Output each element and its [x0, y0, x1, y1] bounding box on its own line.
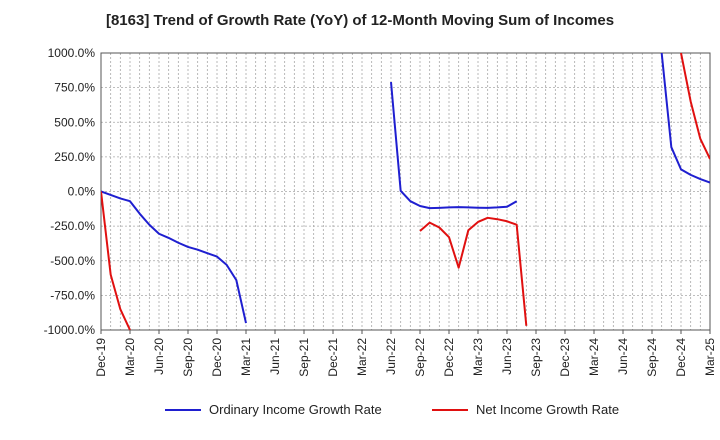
x-tick-label: Mar-21 [239, 338, 253, 376]
legend-item-net-income: Net Income Growth Rate [432, 402, 619, 417]
series-line-ordinary-income [101, 52, 710, 324]
legend-swatch-ordinary-income [165, 408, 201, 411]
y-tick-label: -1000.0% [44, 323, 96, 337]
chart-title: [8163] Trend of Growth Rate (YoY) of 12-… [105, 12, 615, 29]
x-tick-label: Jun-23 [500, 338, 514, 375]
y-tick-label: 750.0% [54, 81, 95, 95]
x-tick-label: Jun-24 [616, 338, 630, 375]
legend-label-ordinary-income: Ordinary Income Growth Rate [209, 402, 382, 417]
y-tick-label: 250.0% [54, 150, 95, 164]
y-tick-label: -750.0% [50, 288, 95, 302]
x-tick-label: Dec-23 [558, 338, 572, 377]
legend-item-ordinary-income: Ordinary Income Growth Rate [165, 402, 382, 417]
x-tick-label: Sep-23 [529, 338, 543, 377]
x-tick-label: Jun-22 [384, 338, 398, 375]
y-tick-label: 0.0% [68, 185, 96, 199]
x-tick-label: Sep-20 [181, 338, 195, 377]
legend-swatch-net-income [432, 408, 468, 411]
x-tick-label: Dec-21 [326, 338, 340, 377]
series-line-net-income [101, 52, 710, 331]
y-tick-label: 500.0% [54, 115, 95, 129]
x-tick-label: Dec-19 [94, 338, 108, 377]
tick-layer: 1000.0% 750.0% 500.0% 250.0% 0.0% -250.0% -500… [44, 46, 717, 377]
x-tick-label: Mar-20 [123, 338, 137, 376]
x-tick-label: Mar-25 [703, 338, 717, 376]
legend-label-net-income: Net Income Growth Rate [476, 402, 620, 417]
x-tick-label: Sep-24 [645, 338, 659, 377]
x-tick-label: Jun-21 [268, 338, 282, 375]
series-layer [101, 52, 710, 331]
x-tick-label: Jun-20 [152, 338, 166, 375]
y-tick-label: -500.0% [50, 254, 95, 268]
y-tick-label: -250.0% [50, 219, 95, 233]
x-tick-label: Mar-24 [587, 338, 601, 376]
x-tick-label: Sep-21 [297, 338, 311, 377]
x-tick-label: Dec-20 [210, 338, 224, 377]
y-tick-label: 1000.0% [48, 46, 96, 60]
grid-layer [101, 53, 710, 330]
x-tick-label: Dec-24 [674, 338, 688, 377]
x-tick-label: Mar-22 [355, 338, 369, 376]
x-tick-label: Sep-22 [413, 338, 427, 377]
x-tick-label: Dec-22 [442, 338, 456, 377]
x-tick-label: Mar-23 [471, 338, 485, 376]
